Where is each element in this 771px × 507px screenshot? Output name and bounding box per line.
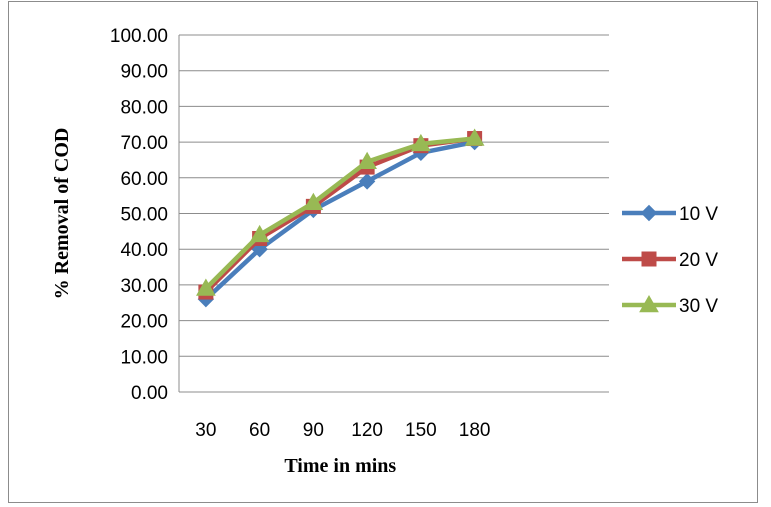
x-axis-ticks: 30 60 90 120 150 180 <box>195 420 490 441</box>
data-point-0-3 <box>358 173 376 190</box>
series-line-0 <box>203 139 477 302</box>
y-tick-label: 20.00 <box>120 312 168 333</box>
y-tick-label: 0.00 <box>131 383 168 404</box>
x-tick-label: 60 <box>249 420 270 441</box>
data-point-2-3 <box>357 151 377 169</box>
legend-label-0: 10 V <box>679 204 718 225</box>
legend-label-2: 30 V <box>679 296 718 317</box>
series-0 <box>197 133 483 308</box>
y-tick-label: 100.00 <box>110 26 168 47</box>
data-point-2-2 <box>303 192 324 211</box>
data-point-2-5 <box>464 128 485 146</box>
legend-marker-0 <box>640 204 658 222</box>
x-tick-label: 30 <box>195 420 216 441</box>
series-line-1 <box>203 136 477 295</box>
x-tick-label: 180 <box>459 420 491 441</box>
data-point-2-0 <box>196 278 216 296</box>
y-tick-label: 30.00 <box>120 276 168 297</box>
y-tick-label: 50.00 <box>120 205 168 226</box>
data-point-2-1 <box>249 224 270 243</box>
x-tick-label: 90 <box>303 420 324 441</box>
chart-frame <box>8 1 758 503</box>
series-lines <box>196 128 485 308</box>
legend-marker-1 <box>641 251 657 267</box>
y-axis-ticks: 0.00 10.00 20.00 30.00 40.00 50.00 60.00 70.00 8… <box>110 26 168 404</box>
y-tick-label: 70.00 <box>120 133 168 154</box>
x-tick-label: 120 <box>351 420 383 441</box>
grid <box>178 34 609 393</box>
legend-label-1: 20 V <box>679 250 718 271</box>
legend: 10 V 20 V 30 V <box>622 204 718 317</box>
y-axis-title: % Removal of COD <box>51 128 73 300</box>
data-point-2-4 <box>411 133 431 152</box>
y-tick-label: 90.00 <box>120 62 168 83</box>
y-tick-label: 60.00 <box>120 169 168 190</box>
series-2 <box>196 128 485 296</box>
series-1 <box>198 131 483 300</box>
series-line-2 <box>203 136 477 291</box>
x-axis-title: Time in mins <box>284 455 396 477</box>
legend-marker-2 <box>639 294 659 313</box>
x-tick-label: 150 <box>405 420 437 441</box>
y-tick-label: 40.00 <box>120 240 168 261</box>
y-tick-label: 10.00 <box>120 347 168 368</box>
y-tick-label: 80.00 <box>120 97 168 118</box>
